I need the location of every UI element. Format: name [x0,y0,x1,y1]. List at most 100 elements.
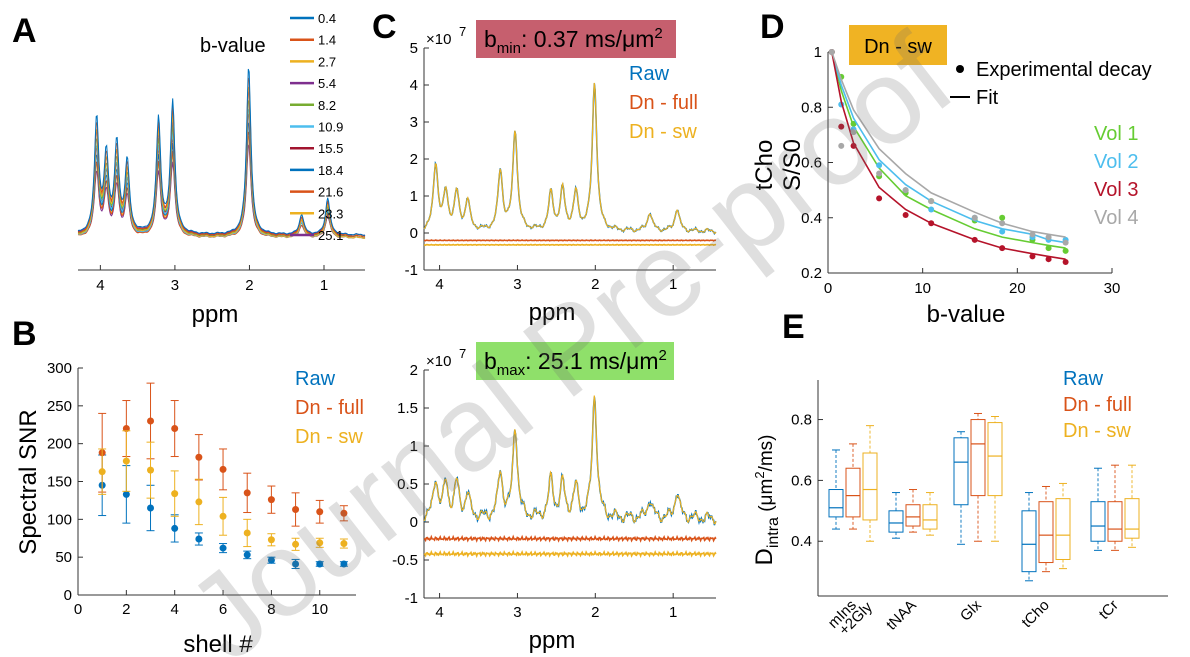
data-point-0-10 [340,560,348,568]
data-point-vol4 [999,220,1006,227]
data-point-vol1 [999,214,1006,221]
exponent-sup: 7 [459,24,466,39]
x-axis-label: shell # [183,631,253,657]
y-tick-label: 2 [410,362,418,379]
panel-c-bottom: -1 -0.5 0 0.5 1 1.5 2 4 3 2 1 ppm ×10 7 bmax: 25.1 ms/… [392,342,717,654]
legend-label: Raw [629,63,670,85]
y-tick-label: 250 [47,398,72,415]
annotation-part: 2 [654,25,662,42]
legend-label: 10.9 [318,120,343,135]
box-1-2 [970,419,986,497]
x-category-label: tCr [1096,597,1122,623]
legend-label: Vol 4 [1094,207,1138,229]
box-1-4 [1107,501,1123,542]
data-point-vol3 [971,236,978,243]
y-tick-label: 3 [410,114,418,131]
data-point-vol4 [838,142,845,149]
x-tick-label: 30 [1104,280,1121,297]
data-point-vol3 [838,123,845,130]
data-point-0-4 [195,535,203,543]
data-point-2-2 [147,466,155,474]
panel-letter-a: A [12,12,37,50]
data-point-vol2 [928,206,935,213]
data-point-vol3 [928,220,935,227]
y-axis-label-part: 2 [752,471,767,478]
exponent-sup: 7 [459,346,466,361]
data-point-vol3 [1029,253,1036,260]
data-point-vol2 [876,162,883,169]
data-point-2-5 [219,512,227,520]
y-tick-label: 4 [410,77,418,94]
annotation-part: 2 [659,347,667,364]
x-tick-label: 1 [669,276,677,293]
x-axis-label: b-value [927,301,1006,328]
data-point-vol4 [876,170,883,177]
legend-label: Raw [1063,368,1104,390]
legend-label: Dn - sw [629,121,697,143]
y-tick-label: -0.5 [392,552,418,569]
x-category-label: Glx [957,596,985,624]
x-axis-label: ppm [192,301,239,328]
x-tick-label: 10 [914,280,931,297]
x-tick-label: 10 [311,601,328,618]
y-tick-label: 100 [47,511,72,528]
data-point-vol3 [1045,256,1052,263]
spectrum-line [423,549,717,559]
y-tick-label: 0 [410,225,418,242]
y-axis-label-line2: S/S0 [779,139,806,191]
x-tick-label: 6 [219,601,227,618]
x-tick-label: 0 [74,601,82,618]
data-point-1-7 [267,496,275,504]
y-tick-label: 1 [410,188,418,205]
data-point-2-9 [316,539,324,547]
box-0-2 [953,437,969,506]
data-point-2-6 [243,529,251,537]
panel-letter-e: E [782,308,805,346]
y-tick-label: 1 [410,438,418,455]
data-point-2-1 [122,457,130,465]
legend-label: 18.4 [318,163,343,178]
legend-label: Vol 3 [1094,179,1138,201]
box-0-4 [1090,501,1106,542]
y-tick-label: 0.4 [801,210,822,227]
x-category-label: tCho [1018,597,1052,631]
chart-title: Dn - sw [864,36,932,58]
y-tick-label: 0 [410,514,418,531]
y-tick-label: -1 [405,590,418,607]
x-axis-label: ppm [529,299,576,326]
data-point-vol4 [850,129,857,136]
legend-label: Dn - full [295,397,364,419]
y-tick-label: 0 [64,587,72,604]
y-tick-label: 1 [814,44,822,61]
legend-label: Vol 1 [1094,123,1138,145]
legend-label: Vol 2 [1094,151,1138,173]
exponent-label: ×10 [426,31,451,48]
data-point-0-3 [171,524,179,532]
data-point-vol3 [876,195,883,202]
spectrum-line [423,534,717,543]
panel-letter-c: C [372,8,397,46]
data-point-0-2 [147,504,155,512]
data-point-vol4 [1062,239,1069,246]
data-point-1-9 [316,508,324,516]
data-point-vol4 [928,198,935,205]
x-tick-label: 4 [435,604,443,621]
annotation-part: : 0.37 ms/μm [521,26,654,52]
annotation-part: b [484,26,497,52]
panel-letter-b: B [12,315,37,353]
x-tick-label: 2 [591,604,599,621]
x-axis-label: ppm [529,627,576,654]
x-tick-label: 20 [1009,280,1026,297]
legend-label: 15.5 [318,141,343,156]
data-point-0-5 [219,544,227,552]
data-point-1-5 [219,465,227,473]
x-tick-label: 2 [591,276,599,293]
data-point-vol1 [850,120,857,127]
box-1-1 [905,504,921,527]
box-2-4 [1124,498,1140,539]
legend-label: Dn - full [629,92,698,114]
data-point-vol3 [902,211,909,218]
annotation-text: bmin: 0.37 ms/μm2 [484,25,663,57]
spectrum-line-b0.4 [77,68,366,236]
x-tick-label: 0 [824,280,832,297]
